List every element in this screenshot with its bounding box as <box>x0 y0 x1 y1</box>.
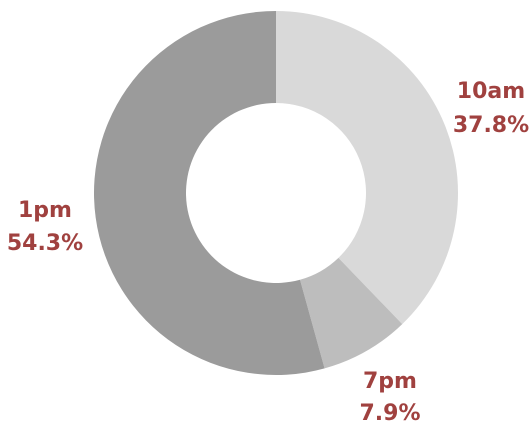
slice-label-7pm: 7pm <box>363 369 417 394</box>
slice-7pm <box>300 257 403 369</box>
slice-labels: 10am 37.8% 7pm 7.9% 1pm 54.3% <box>7 79 529 423</box>
slice-label-10am: 10am <box>457 79 525 104</box>
slice-value-label-10am: 37.8% <box>453 113 529 138</box>
slice-value-label-1pm: 54.3% <box>7 231 83 256</box>
slice-1pm <box>93 11 325 375</box>
slice-value-label-7pm: 7.9% <box>359 401 420 423</box>
slice-label-1pm: 1pm <box>18 198 72 223</box>
slice-10am <box>276 11 459 325</box>
donut-slices <box>93 11 459 375</box>
